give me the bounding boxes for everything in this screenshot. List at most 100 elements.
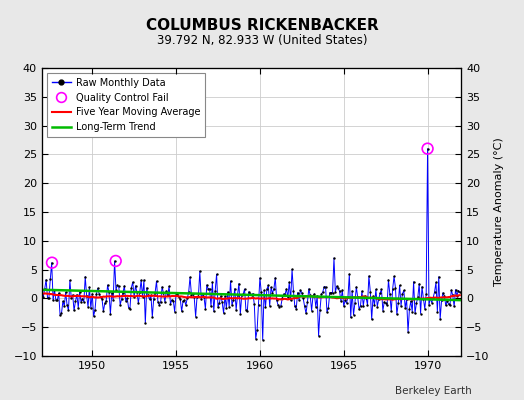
- Point: [215, 300, 224, 306]
- Point: [350, 312, 358, 318]
- Point: [434, 274, 443, 280]
- Point: [417, 310, 425, 317]
- Point: [208, 279, 216, 286]
- Point: [115, 283, 123, 290]
- Point: [113, 282, 122, 288]
- Point: [362, 294, 370, 301]
- Point: [222, 305, 231, 311]
- Point: [443, 298, 451, 304]
- Point: [91, 306, 99, 313]
- Point: [154, 298, 162, 305]
- Point: [430, 289, 439, 295]
- Point: [267, 284, 275, 290]
- Point: [272, 297, 281, 303]
- Point: [446, 302, 454, 308]
- Point: [320, 283, 329, 290]
- Point: [190, 294, 199, 301]
- Point: [356, 302, 365, 309]
- Point: [436, 316, 444, 322]
- Point: [397, 303, 405, 309]
- Point: [413, 294, 422, 300]
- Point: [342, 300, 351, 306]
- Point: [105, 289, 113, 296]
- Point: [268, 290, 277, 296]
- Point: [439, 290, 447, 296]
- Point: [102, 298, 111, 304]
- Point: [124, 304, 133, 311]
- Point: [159, 290, 168, 296]
- Point: [317, 291, 325, 297]
- Point: [411, 310, 419, 317]
- Point: [245, 288, 253, 295]
- Point: [261, 304, 270, 311]
- Point: [172, 290, 180, 297]
- Point: [63, 302, 71, 308]
- Point: [86, 305, 95, 312]
- Point: [334, 285, 342, 291]
- Point: [59, 298, 67, 304]
- Point: [201, 306, 210, 312]
- Point: [191, 314, 200, 320]
- Point: [266, 303, 274, 309]
- Point: [50, 287, 59, 293]
- Point: [92, 291, 101, 297]
- Point: [170, 308, 179, 315]
- Point: [224, 289, 232, 295]
- Point: [421, 306, 429, 312]
- Point: [407, 298, 415, 304]
- Point: [394, 300, 402, 307]
- Point: [229, 297, 237, 304]
- Point: [419, 295, 428, 302]
- Point: [69, 292, 77, 298]
- Point: [440, 293, 449, 299]
- Point: [292, 306, 300, 312]
- Point: [77, 299, 85, 305]
- Point: [264, 282, 272, 288]
- Point: [442, 302, 450, 308]
- Point: [99, 308, 107, 314]
- Point: [169, 297, 178, 304]
- Point: [116, 302, 124, 308]
- Point: [449, 292, 457, 298]
- Point: [239, 291, 247, 298]
- Point: [314, 333, 323, 339]
- Point: [366, 288, 375, 295]
- Point: [287, 297, 295, 304]
- Point: [98, 296, 106, 302]
- Point: [214, 304, 222, 310]
- Point: [380, 299, 388, 305]
- Point: [162, 288, 170, 294]
- Point: [275, 304, 283, 310]
- Point: [75, 289, 84, 295]
- Point: [351, 300, 359, 306]
- Point: [386, 291, 394, 297]
- Point: [309, 293, 317, 299]
- Point: [325, 289, 334, 296]
- Point: [444, 301, 453, 307]
- Point: [390, 273, 398, 280]
- Point: [405, 306, 413, 312]
- Point: [151, 290, 159, 296]
- Point: [81, 273, 90, 280]
- Point: [257, 289, 266, 296]
- Point: [200, 294, 208, 300]
- Point: [183, 295, 191, 302]
- Point: [450, 303, 458, 309]
- Point: [253, 327, 261, 333]
- Point: [324, 304, 333, 311]
- Point: [346, 314, 355, 321]
- Point: [319, 289, 327, 295]
- Point: [388, 286, 397, 292]
- Point: [308, 308, 316, 314]
- Point: [303, 299, 312, 306]
- Point: [260, 287, 268, 294]
- Point: [54, 290, 63, 296]
- Text: 39.792 N, 82.933 W (United States): 39.792 N, 82.933 W (United States): [157, 34, 367, 47]
- Point: [40, 286, 49, 292]
- Point: [422, 291, 430, 297]
- Point: [143, 284, 151, 291]
- Point: [147, 292, 155, 298]
- Point: [74, 304, 82, 311]
- Point: [157, 298, 165, 305]
- Point: [279, 291, 288, 297]
